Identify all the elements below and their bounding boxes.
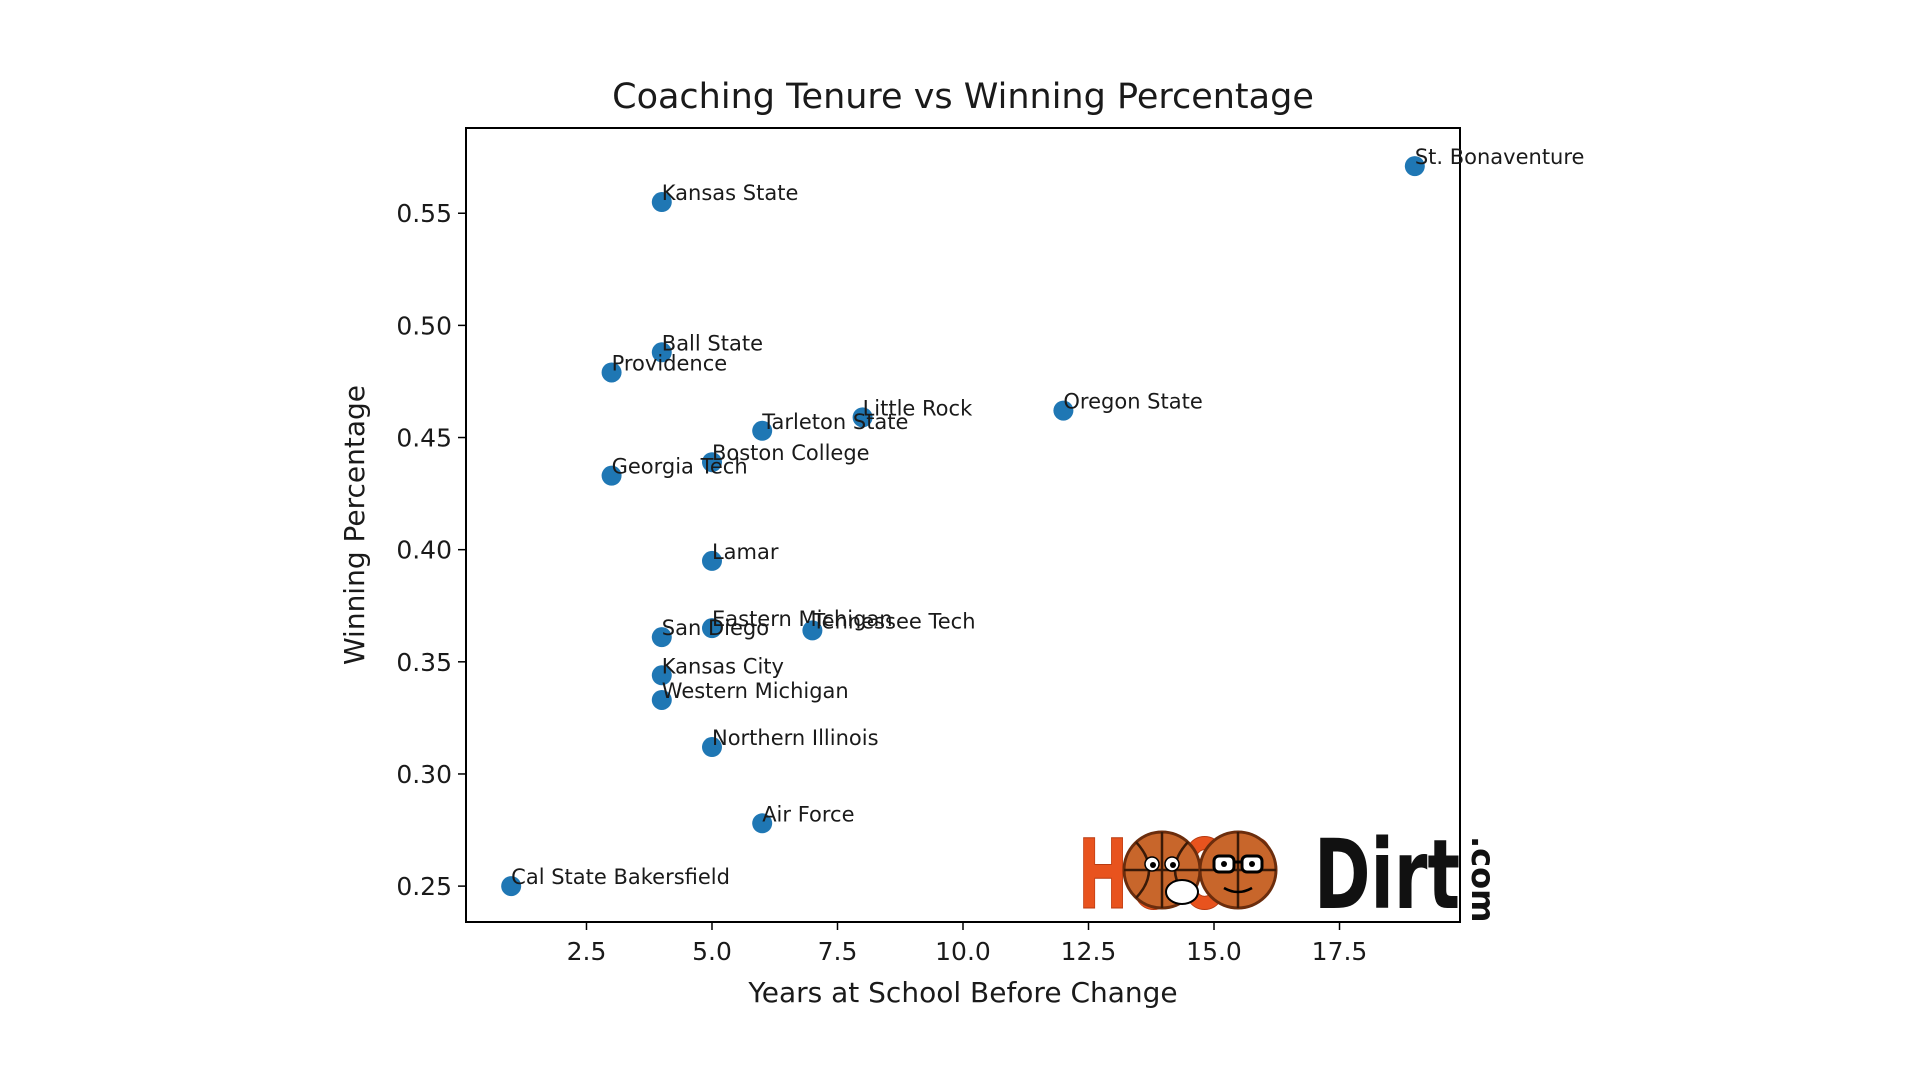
scatter-point — [651, 192, 672, 213]
point-label: Tarleton State — [761, 410, 908, 434]
scatter-point — [651, 689, 672, 710]
scatter-point — [701, 550, 722, 571]
scatter-point — [501, 876, 522, 897]
basketball-face-icon — [1122, 830, 1202, 910]
scatter-point — [752, 420, 773, 441]
point-label: Ball State — [662, 331, 763, 355]
point-label: Oregon State — [1063, 390, 1202, 414]
y-tick-label: 0.50 — [396, 311, 452, 340]
y-tick-label: 0.45 — [396, 424, 452, 453]
scatter-point — [601, 362, 622, 383]
x-tick-label: 10.0 — [935, 937, 991, 966]
basketball-glasses-icon — [1198, 830, 1278, 910]
x-tick-label: 5.0 — [692, 937, 732, 966]
x-axis-label: Years at School Before Change — [747, 976, 1177, 1009]
y-tick-label: 0.25 — [396, 872, 452, 901]
y-tick-label: 0.30 — [396, 760, 452, 789]
point-label: Kansas State — [662, 181, 799, 205]
scatter-point — [651, 665, 672, 686]
y-axis-label: Winning Percentage — [338, 385, 371, 665]
point-label: Northern Illinois — [712, 726, 879, 750]
point-label: St. Bonaventure — [1415, 145, 1585, 169]
x-axis-ticks: 2.5 5.0 7.5 10.0 12.5 15.0 17.5 — [567, 922, 1368, 966]
point-label: Providence — [612, 351, 728, 375]
x-tick-label: 15.0 — [1186, 937, 1242, 966]
x-tick-label: 17.5 — [1312, 937, 1368, 966]
point-label: Air Force — [762, 802, 854, 826]
x-tick-label: 2.5 — [567, 937, 607, 966]
scatter-point — [1053, 400, 1074, 421]
y-axis-ticks: 0.25 0.30 0.35 0.40 0.45 0.50 0.55 — [396, 199, 466, 901]
scatter-point — [701, 737, 722, 758]
hoopdirt-logo: HOOP Dirt .com — [1078, 819, 1503, 932]
point-label: Boston College — [712, 441, 870, 465]
logo-dirt-text: Dirt — [1314, 819, 1460, 931]
point-label: Western Michigan — [662, 679, 849, 703]
point-label: Georgia Tech — [612, 455, 748, 479]
y-tick-label: 0.35 — [396, 648, 452, 677]
scatter-point — [651, 342, 672, 363]
scatter-point-labels: St. Bonaventure Kansas State Ball StatePro… — [511, 145, 1584, 889]
point-label: Little Rock — [863, 396, 973, 420]
chart-title: Coaching Tenure vs Winning Percentage — [612, 77, 1314, 117]
scatter-point — [701, 618, 722, 639]
scatter-point — [651, 627, 672, 648]
logo-com-text: .com — [1464, 836, 1502, 922]
point-label: Tennessee Tech — [811, 609, 975, 633]
point-label: Cal State Bakersfield — [511, 865, 730, 889]
scatter-point — [852, 407, 873, 428]
point-label: Lamar — [712, 540, 779, 564]
scatter-point — [802, 620, 823, 641]
y-tick-label: 0.55 — [396, 199, 452, 228]
point-label: Eastern Michigan — [712, 607, 893, 631]
point-label: Kansas City — [662, 654, 784, 678]
x-tick-label: 7.5 — [818, 937, 858, 966]
y-tick-label: 0.40 — [396, 536, 452, 565]
scatter-point — [701, 452, 722, 473]
point-label: San Diego — [662, 616, 769, 640]
scatter-point — [601, 465, 622, 486]
scatter-point — [752, 813, 773, 834]
scatter-points — [501, 156, 1425, 897]
x-tick-label: 12.5 — [1061, 937, 1117, 966]
scatter-point — [1404, 156, 1425, 177]
